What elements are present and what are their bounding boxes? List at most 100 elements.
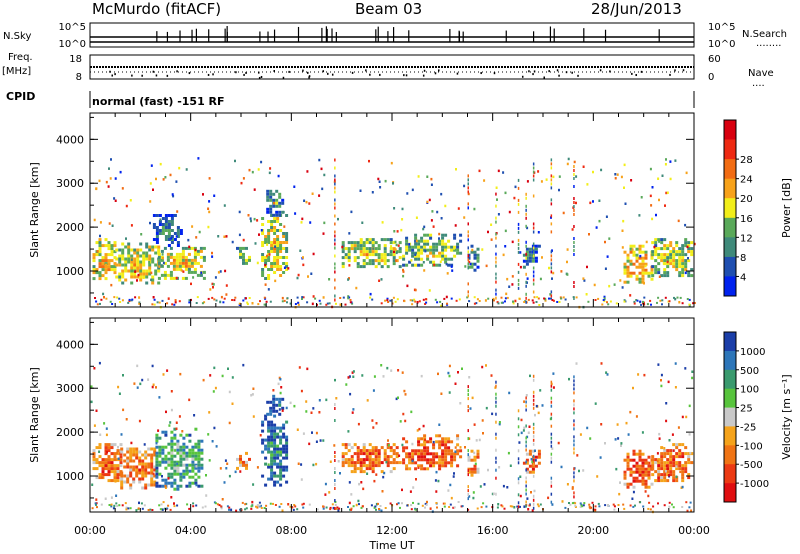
power-scatter xyxy=(653,245,656,249)
velocity-ground-scatter xyxy=(220,505,223,508)
velocity-cell-7 xyxy=(447,440,451,444)
power-cell-0 xyxy=(113,241,117,245)
power-cell-5 xyxy=(282,262,286,265)
power-scatter xyxy=(162,178,165,181)
power-scatter xyxy=(378,279,381,282)
power-scatter xyxy=(686,245,689,249)
velocity-cell-1 xyxy=(120,450,124,454)
velocity-cell-2 xyxy=(179,454,183,458)
power-scatter xyxy=(102,292,105,296)
power-cell-3 xyxy=(170,235,174,238)
power-scatter xyxy=(269,167,272,170)
velocity-cell-10 xyxy=(635,452,639,456)
power-scatter xyxy=(548,266,550,270)
velocity-scatter xyxy=(397,396,399,399)
velocity-cell-1 xyxy=(147,465,151,469)
power-cell-3 xyxy=(164,235,168,238)
velocity-scatter xyxy=(435,490,438,493)
power-cell-2 xyxy=(163,276,167,280)
power-streak-4 xyxy=(525,284,527,288)
velocity-scatter xyxy=(498,422,501,426)
velocity-cell-6 xyxy=(371,467,375,471)
velocity-cell-2 xyxy=(179,463,183,467)
velocity-cell-4 xyxy=(273,444,277,448)
velocity-cell-7 xyxy=(441,464,445,468)
power-ground-scatter xyxy=(294,303,297,305)
velocity-streak-4 xyxy=(525,448,527,452)
power-cell-12 xyxy=(687,247,691,251)
velocity-cell-1 xyxy=(129,450,133,454)
power-ground-scatter xyxy=(318,299,321,302)
power-ground-scatter xyxy=(413,298,416,301)
velocity-cell-1 xyxy=(144,450,148,454)
power-colorbar-title: Power [dB] xyxy=(780,178,793,238)
velocity-cell-6 xyxy=(362,464,366,468)
power-cell-8 xyxy=(444,233,448,237)
freq-dot xyxy=(533,70,536,73)
power-scatter xyxy=(586,183,589,186)
power-cell-8 xyxy=(450,248,454,252)
power-ground-scatter xyxy=(643,296,646,299)
power-scatter xyxy=(415,216,418,219)
velocity-cell-0 xyxy=(113,464,117,468)
power-streak-7 xyxy=(573,241,575,244)
power-cell-2 xyxy=(202,255,206,259)
velocity-scatter xyxy=(498,466,501,469)
power-scatter xyxy=(350,210,353,214)
power-scatter xyxy=(514,185,517,189)
power-cell-8 xyxy=(456,245,460,249)
power-cell-9 xyxy=(476,253,480,257)
power-cell-2 xyxy=(157,258,161,262)
velocity-colorbar-label: 1000 xyxy=(740,347,765,358)
power-cell-5 xyxy=(273,217,277,220)
velocity-ground-scatter xyxy=(118,504,121,507)
power-streak-1 xyxy=(467,174,469,178)
velocity-cell-0 xyxy=(116,473,120,477)
velocity-scatter xyxy=(348,375,351,378)
velocity-cell-7 xyxy=(432,455,436,459)
power-cell-10 xyxy=(522,265,526,269)
velocity-cell-7 xyxy=(411,455,415,459)
power-cell-12 xyxy=(660,247,664,251)
velocity-cell-4 xyxy=(273,471,277,475)
velocity-scatter xyxy=(312,407,315,410)
velocity-scatter xyxy=(256,466,259,469)
power-scatter xyxy=(149,221,151,225)
velocity-cell-2 xyxy=(170,430,174,434)
velocity-cell-10 xyxy=(635,461,639,465)
velocity-cell-7 xyxy=(429,461,433,465)
power-cell-8 xyxy=(441,239,445,243)
power-cell-12 xyxy=(690,274,694,278)
velocity-scatter xyxy=(689,451,692,455)
velocity-cell-7 xyxy=(405,446,409,450)
power-ground-scatter xyxy=(328,302,331,305)
velocity-scatter xyxy=(120,433,123,436)
power-cell-8 xyxy=(408,248,412,252)
power-cell-8 xyxy=(450,245,454,249)
velocity-scatter xyxy=(490,374,493,377)
power-scatter xyxy=(110,283,113,287)
power-cell-11 xyxy=(638,265,642,269)
velocity-cell-2 xyxy=(185,454,189,458)
power-streak-3 xyxy=(517,222,520,226)
velocity-cell-10 xyxy=(638,452,642,456)
velocity-cell-6 xyxy=(350,446,354,450)
velocity-cell-2 xyxy=(191,448,195,452)
power-scatter xyxy=(440,192,443,196)
velocity-scatter xyxy=(98,361,101,365)
power-scatter xyxy=(650,204,653,207)
velocity-ground-scatter xyxy=(140,502,143,505)
velocity-ground-scatter xyxy=(579,502,582,505)
velocity-cell-6 xyxy=(374,449,378,453)
velocity-cell-4 xyxy=(267,426,271,430)
velocity-ground-scatter xyxy=(597,502,600,505)
power-ground-scatter xyxy=(326,302,329,305)
velocity-cell-1 xyxy=(126,462,130,466)
power-streak-5 xyxy=(532,166,535,170)
velocity-ground-scatter xyxy=(360,506,363,509)
velocity-scatter xyxy=(395,397,398,401)
velocity-cell-11 xyxy=(654,470,658,474)
power-scatter xyxy=(242,177,245,180)
velocity-cell-2 xyxy=(191,469,195,473)
power-cell-7 xyxy=(392,241,396,245)
